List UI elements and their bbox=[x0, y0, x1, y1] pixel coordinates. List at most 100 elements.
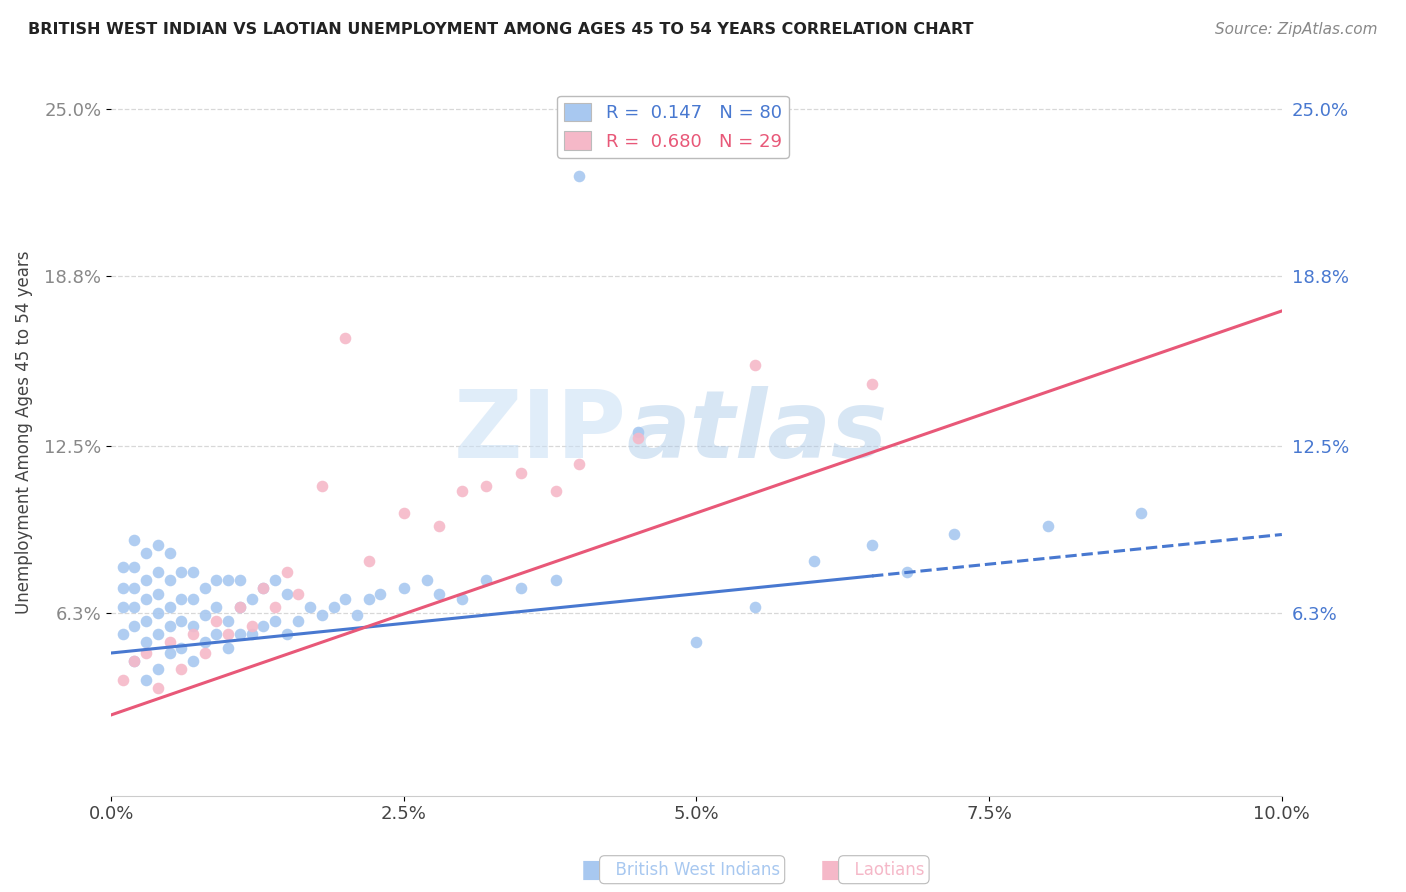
Point bbox=[803, 554, 825, 568]
Point bbox=[685, 635, 707, 649]
Point bbox=[194, 646, 217, 660]
Point bbox=[370, 587, 392, 601]
Point bbox=[287, 614, 309, 628]
Point bbox=[205, 574, 228, 588]
Point bbox=[124, 582, 146, 596]
Point bbox=[170, 614, 193, 628]
Point bbox=[217, 574, 239, 588]
Point bbox=[1130, 506, 1153, 520]
Point bbox=[544, 574, 567, 588]
Point bbox=[240, 627, 263, 641]
Point bbox=[427, 587, 450, 601]
Point bbox=[159, 574, 181, 588]
Point bbox=[357, 592, 380, 607]
Point bbox=[392, 582, 415, 596]
Point bbox=[217, 614, 239, 628]
Point bbox=[135, 614, 157, 628]
Point bbox=[170, 640, 193, 655]
Point bbox=[252, 619, 274, 633]
Point bbox=[240, 619, 263, 633]
Point bbox=[229, 600, 252, 615]
Point bbox=[346, 608, 368, 623]
Point bbox=[896, 565, 918, 579]
Point bbox=[124, 559, 146, 574]
Point bbox=[111, 627, 134, 641]
Point bbox=[322, 600, 344, 615]
Y-axis label: Unemployment Among Ages 45 to 54 years: Unemployment Among Ages 45 to 54 years bbox=[15, 251, 32, 614]
Point bbox=[181, 565, 204, 579]
Point bbox=[357, 554, 380, 568]
Point bbox=[544, 484, 567, 499]
Point bbox=[451, 484, 474, 499]
Point bbox=[194, 582, 217, 596]
Point bbox=[159, 635, 181, 649]
Text: Source: ZipAtlas.com: Source: ZipAtlas.com bbox=[1215, 22, 1378, 37]
Point bbox=[943, 527, 966, 541]
Point bbox=[135, 546, 157, 560]
Point bbox=[335, 331, 357, 345]
Point bbox=[252, 582, 274, 596]
Point bbox=[240, 592, 263, 607]
Legend: R =  0.147   N = 80, R =  0.680   N = 29: R = 0.147 N = 80, R = 0.680 N = 29 bbox=[557, 95, 789, 158]
Point bbox=[1036, 519, 1059, 533]
Point bbox=[159, 546, 181, 560]
Text: atlas: atlas bbox=[626, 386, 887, 478]
Point bbox=[111, 600, 134, 615]
Point bbox=[264, 614, 287, 628]
Point bbox=[311, 608, 333, 623]
Point bbox=[252, 582, 274, 596]
Point bbox=[299, 600, 322, 615]
Point bbox=[124, 654, 146, 668]
Point bbox=[474, 479, 496, 493]
Point bbox=[194, 608, 217, 623]
Point bbox=[159, 619, 181, 633]
Text: BRITISH WEST INDIAN VS LAOTIAN UNEMPLOYMENT AMONG AGES 45 TO 54 YEARS CORRELATIO: BRITISH WEST INDIAN VS LAOTIAN UNEMPLOYM… bbox=[28, 22, 973, 37]
Point bbox=[181, 619, 204, 633]
Point bbox=[451, 592, 474, 607]
Point bbox=[124, 533, 146, 547]
Point bbox=[124, 654, 146, 668]
Point bbox=[146, 627, 169, 641]
Point bbox=[111, 559, 134, 574]
Point bbox=[474, 574, 496, 588]
Point bbox=[124, 619, 146, 633]
Point bbox=[568, 458, 591, 472]
Point bbox=[217, 640, 239, 655]
Point bbox=[276, 565, 298, 579]
Point bbox=[181, 627, 204, 641]
Point bbox=[509, 582, 531, 596]
Point bbox=[181, 592, 204, 607]
Point bbox=[170, 662, 193, 676]
Point bbox=[416, 574, 439, 588]
Point bbox=[427, 519, 450, 533]
Point bbox=[860, 376, 883, 391]
Point bbox=[627, 430, 650, 444]
Point bbox=[627, 425, 650, 439]
Point bbox=[335, 592, 357, 607]
Point bbox=[135, 574, 157, 588]
Point bbox=[276, 587, 298, 601]
Text: ■: ■ bbox=[581, 858, 605, 881]
Point bbox=[229, 627, 252, 641]
Text: Laotians: Laotians bbox=[844, 861, 924, 879]
Point bbox=[146, 565, 169, 579]
Point bbox=[287, 587, 309, 601]
Text: ZIP: ZIP bbox=[453, 386, 626, 478]
Point bbox=[135, 635, 157, 649]
Point bbox=[217, 627, 239, 641]
Text: ■: ■ bbox=[820, 858, 844, 881]
Point bbox=[744, 600, 766, 615]
Point bbox=[229, 574, 252, 588]
Point bbox=[159, 600, 181, 615]
Point bbox=[146, 606, 169, 620]
Point bbox=[205, 600, 228, 615]
Point bbox=[111, 582, 134, 596]
Point bbox=[146, 662, 169, 676]
Point bbox=[135, 673, 157, 687]
Point bbox=[194, 635, 217, 649]
Point bbox=[311, 479, 333, 493]
Point bbox=[205, 614, 228, 628]
Point bbox=[205, 627, 228, 641]
Point bbox=[170, 565, 193, 579]
Point bbox=[124, 600, 146, 615]
